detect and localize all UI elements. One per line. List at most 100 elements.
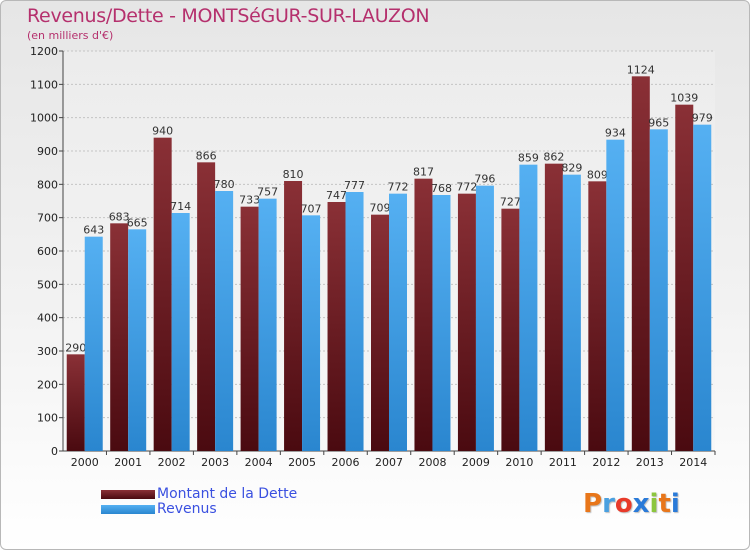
y-tick-label: 700 [37, 212, 58, 225]
bar-revenue [562, 174, 581, 451]
value-label-debt: 733 [239, 194, 260, 207]
value-label-debt: 727 [500, 196, 521, 209]
bar-revenue [258, 198, 277, 451]
y-tick-label: 1200 [30, 45, 58, 58]
value-label-debt: 747 [326, 189, 347, 202]
value-label-revenue: 707 [301, 202, 322, 215]
value-label-debt: 940 [152, 125, 173, 138]
bar-revenue [215, 191, 234, 451]
value-label-revenue: 757 [257, 186, 278, 199]
bar-debt [675, 104, 694, 452]
x-tick-label: 2012 [592, 456, 620, 469]
bar-revenue [345, 192, 364, 451]
value-label-debt: 809 [587, 168, 608, 181]
value-label-revenue: 772 [388, 181, 409, 194]
bar-revenue [606, 139, 625, 451]
x-tick-label: 2009 [462, 456, 490, 469]
value-label-revenue: 979 [692, 112, 713, 125]
y-tick-label: 1000 [30, 112, 58, 125]
value-label-debt: 1039 [670, 92, 698, 105]
value-label-revenue: 965 [648, 116, 669, 129]
x-tick-label: 2001 [114, 456, 142, 469]
x-tick-label: 2006 [332, 456, 360, 469]
proxiti-logo: Proxiti [583, 489, 680, 519]
x-tick-label: 2005 [288, 456, 316, 469]
value-label-debt: 290 [65, 341, 86, 354]
bar-revenue [84, 236, 103, 451]
value-label-revenue: 768 [431, 182, 452, 195]
value-label-revenue: 934 [605, 127, 626, 140]
value-label-revenue: 777 [344, 179, 365, 192]
bar-revenue [693, 124, 712, 452]
value-label-debt: 810 [283, 168, 304, 181]
bar-revenue [302, 215, 321, 451]
y-tick-label: 500 [37, 278, 58, 291]
bar-revenue [475, 185, 494, 451]
bar-debt [197, 162, 216, 452]
bar-debt [66, 354, 85, 451]
bar-debt [457, 193, 476, 451]
bar-debt [284, 181, 303, 451]
y-tick-label: 800 [37, 178, 58, 191]
x-tick-label: 2000 [71, 456, 99, 469]
bar-debt [501, 208, 520, 451]
legend-label-revenue: Revenus [157, 501, 217, 517]
bar-debt [631, 76, 650, 451]
x-tick-label: 2014 [679, 456, 707, 469]
y-tick-label: 400 [37, 312, 58, 325]
value-label-revenue: 859 [518, 152, 539, 165]
value-label-revenue: 714 [170, 200, 191, 213]
y-tick-label: 100 [37, 412, 58, 425]
value-label-debt: 772 [456, 181, 477, 194]
legend-label-debt: Montant de la Dette [157, 486, 298, 502]
y-tick-label: 0 [51, 445, 58, 458]
x-tick-label: 2007 [375, 456, 403, 469]
chart-subtitle: (en milliers d'€) [27, 29, 114, 42]
value-label-revenue: 665 [127, 216, 148, 229]
x-tick-label: 2013 [636, 456, 664, 469]
y-tick-label: 300 [37, 345, 58, 358]
bar-debt [371, 214, 389, 451]
bar-revenue [389, 193, 407, 451]
x-tick-label: 2004 [245, 456, 273, 469]
bar-debt [240, 206, 259, 451]
x-tick-label: 2010 [505, 456, 533, 469]
bar-debt [327, 202, 346, 451]
logo-letter: P [583, 489, 603, 519]
legend-swatch-debt [101, 490, 155, 499]
y-tick-label: 900 [37, 145, 58, 158]
bar-revenue [171, 213, 190, 451]
x-tick-label: 2011 [549, 456, 577, 469]
value-label-debt: 866 [196, 149, 217, 162]
y-tick-label: 1100 [30, 78, 58, 91]
chart-title: Revenus/Dette - MONTSéGUR-SUR-LAUZON [27, 5, 430, 27]
value-label-debt: 862 [543, 151, 564, 164]
bar-revenue [649, 129, 668, 452]
bar-debt [544, 163, 563, 451]
value-label-revenue: 796 [474, 173, 495, 186]
logo-letter: r [602, 489, 615, 519]
bar-debt [588, 181, 607, 452]
x-tick-label: 2002 [158, 456, 186, 469]
logo-letter: t [658, 489, 671, 519]
bar-debt [110, 223, 129, 451]
x-tick-label: 2008 [418, 456, 446, 469]
x-tick-label: 2003 [201, 456, 229, 469]
bar-revenue [519, 164, 538, 451]
logo-letter: i [670, 489, 680, 519]
y-tick-label: 600 [37, 245, 58, 258]
logo-letter: i [649, 489, 659, 519]
bar-debt [153, 137, 172, 451]
bar-debt [414, 178, 433, 451]
value-label-debt: 683 [109, 210, 130, 223]
bar-revenue [128, 229, 147, 451]
logo-letter: o [614, 489, 633, 519]
bar-revenue [432, 195, 451, 451]
value-label-revenue: 780 [214, 178, 235, 191]
legend-swatch-revenue [101, 505, 155, 514]
value-label-revenue: 643 [83, 224, 104, 237]
value-label-debt: 1124 [627, 63, 655, 76]
logo-letter: x [632, 489, 650, 519]
